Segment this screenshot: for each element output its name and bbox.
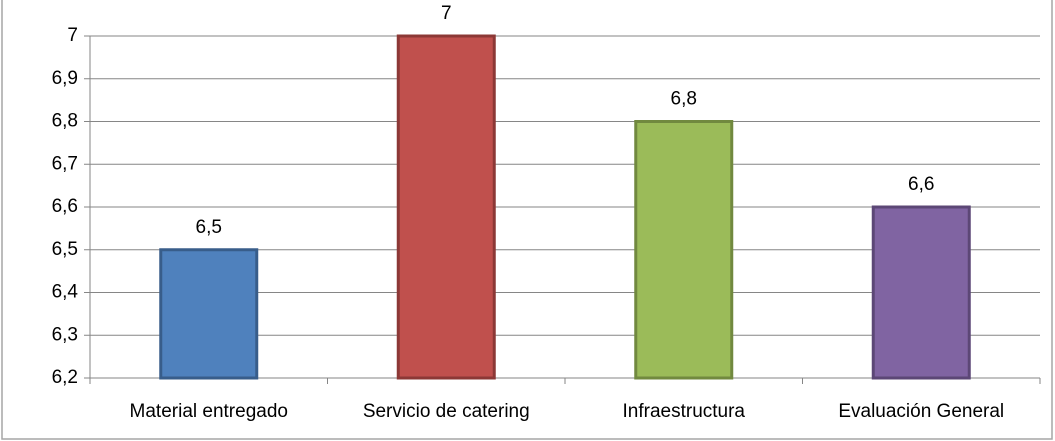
y-tick-label: 6,9 [52, 68, 78, 89]
bar [871, 205, 971, 380]
data-label: 7 [441, 3, 452, 24]
data-label: 6,6 [908, 174, 934, 195]
x-tick-label: Servicio de catering [363, 401, 530, 422]
y-tick-label: 6,5 [52, 239, 78, 260]
y-tick-label: 6,6 [52, 196, 78, 217]
y-tick-label: 6,2 [52, 367, 78, 388]
data-label: 6,5 [196, 217, 222, 238]
x-tick-label: Evaluación General [838, 401, 1004, 422]
y-tick-label: 6,3 [52, 324, 78, 345]
bar [396, 34, 496, 380]
x-tick-label: Infraestructura [623, 401, 746, 422]
y-tick-label: 6,4 [52, 282, 79, 303]
bar [159, 248, 259, 380]
bar [634, 120, 734, 380]
y-tick-label: 6,7 [52, 153, 78, 174]
data-label: 6,8 [671, 89, 697, 110]
x-tick-label: Material entregado [130, 401, 288, 422]
y-tick-label: 6,8 [52, 111, 78, 132]
y-tick-label: 7 [67, 25, 78, 46]
